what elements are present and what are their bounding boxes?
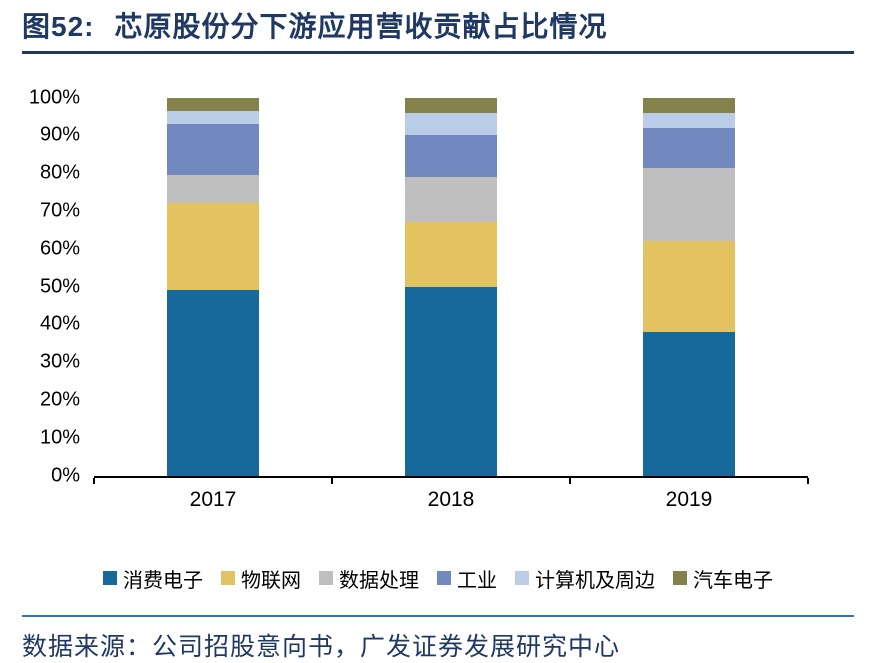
- y-axis-tick-label: 40%: [39, 312, 80, 335]
- y-axis-tick-label: 10%: [39, 426, 80, 449]
- bar-segment: [167, 175, 259, 204]
- legend-label: 计算机及周边: [535, 569, 655, 592]
- bar-segment: [167, 124, 259, 176]
- x-axis-tick: [93, 477, 95, 484]
- bar-segment: [643, 167, 735, 242]
- source-note: 数据来源：公司招股意向书，广发证券发展研究中心: [22, 632, 621, 661]
- bar-segment: [643, 97, 735, 113]
- bar-segment: [405, 112, 497, 136]
- legend-item: 数据处理: [319, 564, 419, 593]
- y-axis-tick-label: 80%: [39, 161, 80, 184]
- y-axis-tick-label: 60%: [39, 237, 80, 260]
- bar-segment: [405, 176, 497, 223]
- y-axis-tick-label: 0%: [51, 464, 80, 487]
- chart-legend: 消费电子 物联网 数据处理 工业 计算机及周边 汽车电子: [22, 564, 854, 593]
- legend-label: 消费电子: [123, 569, 203, 592]
- legend-label: 物联网: [241, 569, 301, 592]
- bar-segment: [405, 286, 497, 476]
- bar-segment: [643, 127, 735, 168]
- bar-segment: [167, 97, 259, 111]
- x-axis-label: 2018: [427, 487, 475, 511]
- footer-divider: [22, 614, 854, 617]
- bar-segment: [167, 110, 259, 125]
- y-axis-tick-label: 70%: [39, 199, 80, 222]
- title-divider: [22, 50, 854, 54]
- stacked-bar-chart: 0% 10% 20% 30% 40% 50% 60% 70% 80% 90% 100% 2017 201…: [22, 86, 854, 593]
- x-axis-label: 2019: [665, 487, 713, 511]
- y-axis-tick-label: 50%: [39, 275, 80, 298]
- x-axis-tick: [569, 477, 571, 484]
- stacked-bar-2018: [405, 97, 497, 476]
- legend-item: 汽车电子: [673, 564, 773, 593]
- bar-segment: [643, 112, 735, 128]
- legend-label: 数据处理: [339, 569, 419, 592]
- y-axis-tick-label: 90%: [39, 123, 80, 146]
- bar-segment: [167, 203, 259, 291]
- x-axis-label: 2017: [189, 487, 237, 511]
- x-axis-tick: [807, 477, 809, 484]
- bar-segment: [405, 222, 497, 287]
- bar-segment: [405, 135, 497, 177]
- bar-segment: [643, 331, 735, 476]
- stacked-bar-2017: [167, 97, 259, 476]
- legend-swatch: [673, 571, 687, 586]
- y-axis-tick-label: 20%: [39, 388, 80, 411]
- legend-item: 物联网: [221, 564, 301, 593]
- legend-item: 工业: [437, 564, 497, 593]
- figure-header: 图52: 芯原股份分下游应用营收贡献占比情况: [22, 10, 854, 44]
- legend-label: 工业: [457, 569, 497, 592]
- bar-segment: [643, 241, 735, 332]
- legend-swatch: [437, 571, 451, 586]
- plot-area: 0% 10% 20% 30% 40% 50% 60% 70% 80% 90% 100% 2017 201…: [29, 86, 809, 511]
- y-axis-tick-label: 30%: [39, 350, 80, 373]
- bar-segment: [167, 290, 259, 476]
- legend-label: 汽车电子: [693, 569, 773, 592]
- stacked-bar-2019: [643, 97, 735, 476]
- legend-swatch: [319, 571, 333, 586]
- legend-swatch: [221, 571, 235, 586]
- figure-title: 芯原股份分下游应用营收贡献占比情况: [114, 11, 608, 42]
- figure-number: 图52:: [22, 11, 95, 42]
- legend-item: 计算机及周边: [515, 564, 655, 593]
- legend-item: 消费电子: [103, 564, 203, 593]
- y-axis-tick-label: 100%: [28, 86, 80, 109]
- bar-segment: [405, 97, 497, 113]
- legend-swatch: [515, 571, 529, 586]
- x-axis-tick: [331, 477, 333, 484]
- legend-swatch: [103, 571, 117, 586]
